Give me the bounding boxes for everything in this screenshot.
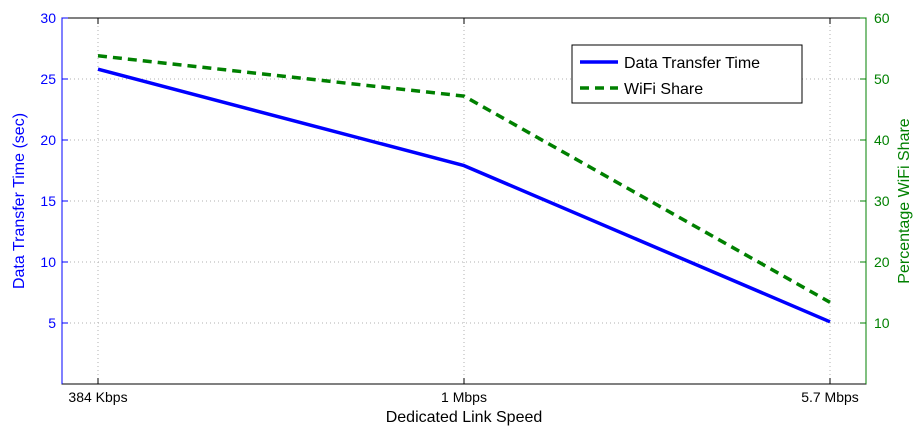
x-axis-label: Dedicated Link Speed: [386, 409, 543, 426]
right-y-tick-label: 40: [874, 132, 890, 148]
right-y-tick-label: 60: [874, 10, 890, 26]
right-y-tick-label: 20: [874, 254, 890, 270]
series-line-wifi-share: [97, 54, 831, 304]
left-y-tick-label: 15: [40, 193, 56, 209]
series-line-data-transfer-time: [97, 67, 831, 324]
x-tick-label: 1 Mbps: [441, 389, 487, 405]
legend-box: [571, 44, 803, 104]
left-y-tick-label: 30: [40, 10, 56, 26]
left-y-axis-label: Data Transfer Time (sec): [11, 113, 28, 289]
x-tick-label: 384 Kbps: [68, 389, 127, 405]
legend: Data Transfer Time WiFi Share: [571, 44, 803, 104]
right-y-tick-label: 10: [874, 315, 890, 331]
grid-lines: [62, 17, 866, 384]
right-y-axis-label: Percentage WiFi Share: [896, 118, 913, 284]
left-y-tick-label: 10: [40, 254, 56, 270]
legend-label-data-transfer-time: Data Transfer Time: [624, 55, 760, 72]
series-layer: [97, 54, 831, 324]
axes: 384 Kbps 1 Mbps 5.7 Mbps 5 10 15 20 25 30 10 20 30 4…: [40, 10, 889, 405]
x-tick-label: 5.7 Mbps: [801, 389, 859, 405]
left-y-tick-label: 5: [48, 315, 56, 331]
right-y-tick-label: 50: [874, 71, 890, 87]
legend-label-wifi-share: WiFi Share: [624, 81, 703, 98]
left-y-tick-label: 20: [40, 132, 56, 148]
left-y-tick-label: 25: [40, 71, 56, 87]
right-y-tick-label: 30: [874, 193, 890, 209]
